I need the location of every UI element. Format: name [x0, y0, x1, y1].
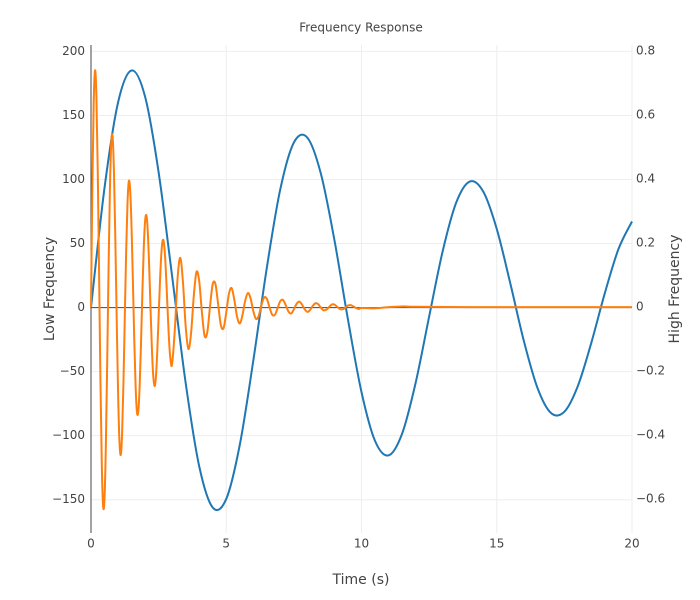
y2-tick-label: −0.6 — [636, 492, 665, 506]
y2-tick-label: 0.4 — [636, 172, 655, 186]
y2-tick-label: 0.6 — [636, 108, 655, 122]
y-tick-label: 150 — [62, 108, 85, 122]
y2-tick-label: −0.4 — [636, 428, 665, 442]
y-tick-label: −100 — [52, 428, 85, 442]
series-line — [90, 69, 633, 511]
y2-tick-label: −0.2 — [636, 364, 665, 378]
y-tick-label: 0 — [77, 300, 85, 314]
y2-tick-label: 0.8 — [636, 44, 655, 58]
y-tick-label: 200 — [62, 44, 85, 58]
x-tick-label: 15 — [489, 537, 504, 551]
x-axis-title: Time (s) — [332, 572, 390, 588]
x-tick-label: 20 — [624, 537, 639, 551]
x-tick-label: 5 — [222, 537, 230, 551]
y-axis-title: Low Frequency — [42, 237, 58, 341]
x-tick-label: 10 — [354, 537, 369, 551]
chart-title: Frequency Response — [299, 21, 422, 35]
y-tick-label: 50 — [70, 236, 85, 250]
y-tick-label: −150 — [52, 492, 85, 506]
y2-tick-label: 0.2 — [636, 236, 655, 250]
y2-axis-title: High Frequency — [667, 235, 683, 344]
x-tick-label: 0 — [87, 537, 95, 551]
series-line — [90, 69, 632, 511]
y-tick-label: 100 — [62, 172, 85, 186]
y2-tick-label: 0 — [636, 300, 644, 314]
y-tick-label: −50 — [60, 364, 85, 378]
